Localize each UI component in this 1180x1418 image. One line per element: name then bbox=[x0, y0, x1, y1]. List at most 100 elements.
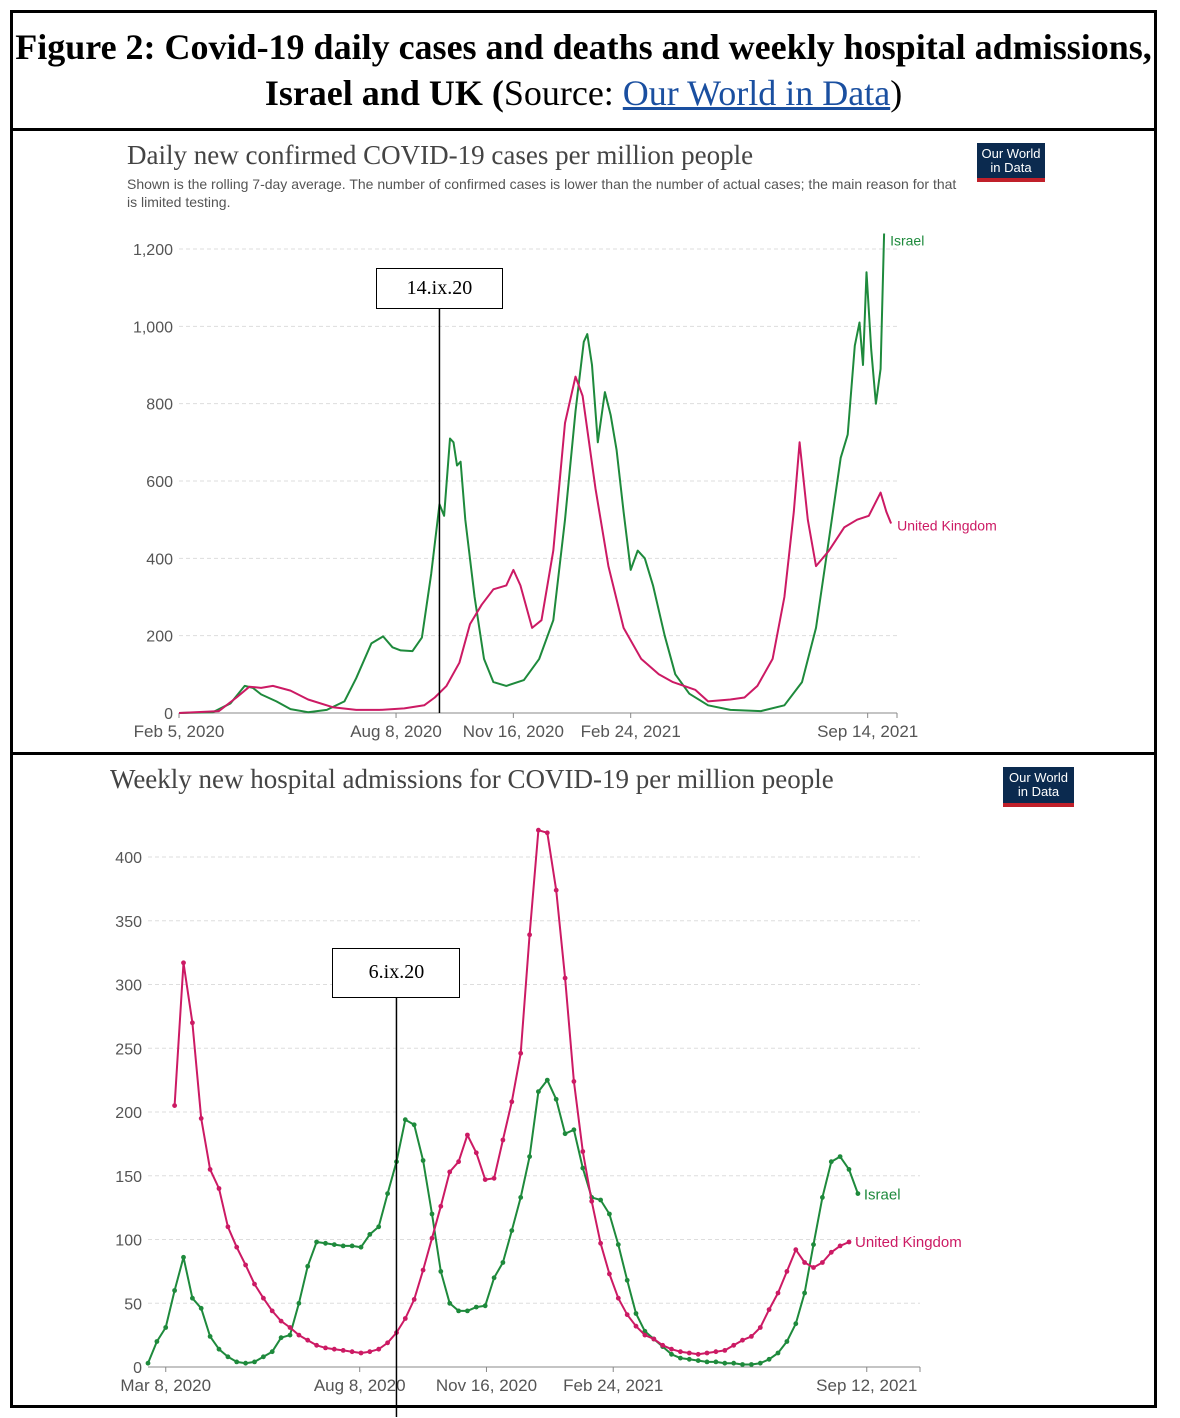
chart2-point-uk bbox=[651, 1336, 657, 1342]
chart2-point-uk bbox=[544, 830, 550, 836]
chart2-point-israel bbox=[234, 1359, 240, 1365]
chart2-point-israel bbox=[633, 1311, 639, 1316]
chart2-point-uk bbox=[802, 1260, 807, 1265]
chart2-point-uk bbox=[287, 1325, 293, 1330]
chart2-point-israel bbox=[367, 1232, 373, 1237]
owid-logo-2: Our World in Data bbox=[1003, 767, 1074, 807]
chart2-point-uk bbox=[669, 1346, 674, 1352]
chart2-point-uk bbox=[695, 1351, 701, 1357]
chart2-series-israel-line bbox=[147, 1079, 859, 1366]
chart2-point-israel bbox=[518, 1195, 524, 1200]
chart2-point-israel bbox=[349, 1243, 355, 1249]
chart2-point-uk bbox=[261, 1295, 266, 1301]
chart2-point-israel bbox=[411, 1122, 417, 1128]
chart2-point-uk bbox=[234, 1244, 240, 1250]
chart2-point-israel bbox=[305, 1263, 311, 1269]
chart2-point-uk bbox=[296, 1332, 302, 1338]
chart2-point-israel bbox=[402, 1117, 408, 1123]
chart1-ytick-label: 0 bbox=[164, 706, 173, 723]
chart2-ytick-label: 250 bbox=[115, 1041, 142, 1058]
chart2-point-israel bbox=[323, 1240, 328, 1246]
chart2-point-uk bbox=[376, 1346, 382, 1352]
chart2-point-uk bbox=[305, 1337, 311, 1343]
chart2-point-israel bbox=[686, 1356, 692, 1362]
chart2-annotation-box: 6.ix.20 bbox=[332, 948, 461, 998]
chart2-point-israel bbox=[607, 1211, 612, 1217]
chart1-series-label-israel: Israel bbox=[890, 233, 924, 249]
chart2-point-israel bbox=[713, 1359, 719, 1365]
figure-title: Figure 2: Covid-19 daily cases and death… bbox=[10, 24, 1157, 116]
chart2-point-uk bbox=[411, 1297, 417, 1302]
chart2-point-uk bbox=[269, 1308, 275, 1314]
chart2-point-israel bbox=[749, 1362, 754, 1367]
chart2-point-uk bbox=[562, 975, 568, 981]
chart2-point-uk bbox=[837, 1243, 843, 1249]
chart2-point-uk bbox=[207, 1167, 213, 1172]
source-link[interactable]: Our World in Data bbox=[622, 73, 891, 113]
chart1-series-uk-line bbox=[178, 375, 893, 714]
chart2-point-israel bbox=[775, 1350, 781, 1356]
chart2-point-israel bbox=[163, 1325, 169, 1330]
chart2-point-israel bbox=[287, 1332, 293, 1338]
chart2-point-uk bbox=[740, 1337, 745, 1343]
chart2-point-uk bbox=[589, 1198, 595, 1204]
chart2-point-israel bbox=[447, 1300, 453, 1306]
owid-logo-1-line2: in Data bbox=[990, 160, 1032, 175]
figure-frame bbox=[10, 10, 1157, 1408]
chart2-point-uk bbox=[580, 1149, 586, 1154]
chart2-point-israel bbox=[278, 1335, 284, 1341]
chart2-point-israel bbox=[527, 1154, 532, 1159]
chart2-point-israel bbox=[420, 1158, 426, 1163]
chart2-point-uk bbox=[172, 1103, 178, 1108]
chart2-point-israel bbox=[172, 1288, 178, 1293]
chart2-point-israel bbox=[385, 1191, 390, 1196]
chart2-point-israel bbox=[252, 1359, 257, 1365]
chart2-point-israel bbox=[784, 1339, 790, 1344]
chart2-series-uk-line bbox=[173, 829, 850, 1356]
chart2-point-israel bbox=[296, 1300, 302, 1306]
chart2-point-uk bbox=[598, 1240, 603, 1246]
chart2-point-uk bbox=[473, 1150, 479, 1156]
chart2-point-uk bbox=[775, 1290, 781, 1296]
chart2-point-israel bbox=[429, 1211, 435, 1217]
chart2-point-uk bbox=[252, 1281, 257, 1287]
chart2-point-uk bbox=[536, 827, 541, 833]
chart2-point-israel bbox=[216, 1346, 222, 1352]
chart2-point-israel bbox=[678, 1355, 683, 1361]
chart2-title: Weekly new hospital admissions for COVID… bbox=[110, 764, 834, 794]
chart2-ytick-label: 200 bbox=[115, 1105, 142, 1122]
chart2-xtick-label: Nov 16, 2020 bbox=[436, 1376, 537, 1395]
chart2-point-israel bbox=[500, 1260, 506, 1265]
chart2-point-israel bbox=[731, 1360, 737, 1366]
chart1-ytick-label: 1,000 bbox=[133, 319, 173, 336]
chart1-xtick-label: Feb 24, 2021 bbox=[581, 722, 681, 741]
chart2-xtick-label: Aug 8, 2020 bbox=[314, 1376, 406, 1395]
chart2-point-israel bbox=[828, 1159, 834, 1165]
owid-logo-1: Our World in Data bbox=[977, 143, 1045, 182]
chart2-point-israel bbox=[793, 1321, 799, 1327]
chart1-xtick-label: Feb 5, 2020 bbox=[134, 722, 225, 741]
chart2-point-uk bbox=[660, 1342, 666, 1348]
chart1-title: Daily new confirmed COVID-19 cases per m… bbox=[127, 140, 754, 170]
chart2-point-israel bbox=[695, 1358, 701, 1363]
chart2-point-israel bbox=[181, 1254, 186, 1260]
chart2-point-israel bbox=[553, 1096, 559, 1102]
chart2-point-israel bbox=[331, 1242, 337, 1247]
chart1-ytick-label: 1,200 bbox=[133, 242, 173, 259]
chart2-ytick-label: 100 bbox=[115, 1233, 142, 1250]
chart2-point-uk bbox=[820, 1260, 825, 1265]
chart2-point-uk bbox=[757, 1325, 763, 1330]
chart2-point-israel bbox=[571, 1127, 577, 1133]
chart2-ytick-label: 300 bbox=[115, 978, 142, 995]
chart1-xtick-label: Aug 8, 2020 bbox=[350, 722, 442, 741]
chart2-point-israel bbox=[544, 1077, 550, 1083]
chart2-point-uk bbox=[731, 1342, 737, 1348]
chart2-point-uk bbox=[243, 1262, 249, 1268]
chart2-point-uk bbox=[518, 1050, 524, 1056]
chart2-point-uk bbox=[331, 1346, 337, 1352]
chart2-point-israel bbox=[261, 1354, 266, 1360]
chart2-point-uk bbox=[340, 1348, 346, 1353]
chart2-point-uk bbox=[828, 1249, 834, 1255]
chart2-point-israel bbox=[820, 1195, 825, 1200]
